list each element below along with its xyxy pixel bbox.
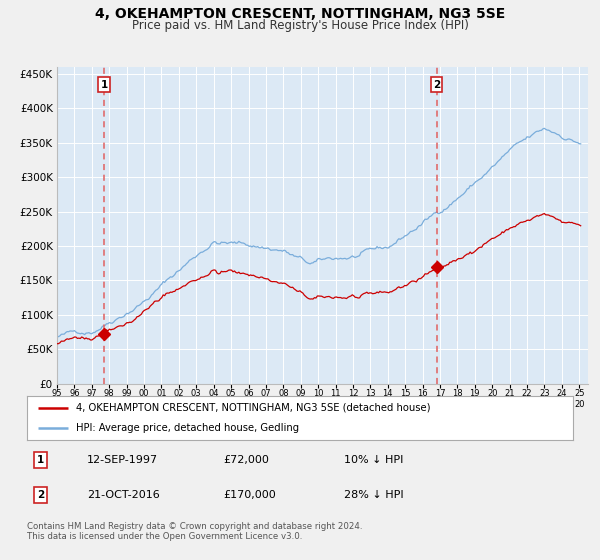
- Text: HPI: Average price, detached house, Gedling: HPI: Average price, detached house, Gedl…: [76, 423, 299, 433]
- Text: Contains HM Land Registry data © Crown copyright and database right 2024.
This d: Contains HM Land Registry data © Crown c…: [27, 522, 362, 542]
- Text: 4, OKEHAMPTON CRESCENT, NOTTINGHAM, NG3 5SE: 4, OKEHAMPTON CRESCENT, NOTTINGHAM, NG3 …: [95, 7, 505, 21]
- Text: 4, OKEHAMPTON CRESCENT, NOTTINGHAM, NG3 5SE (detached house): 4, OKEHAMPTON CRESCENT, NOTTINGHAM, NG3 …: [76, 403, 431, 413]
- Text: £72,000: £72,000: [224, 455, 269, 465]
- Text: Price paid vs. HM Land Registry's House Price Index (HPI): Price paid vs. HM Land Registry's House …: [131, 19, 469, 32]
- Text: £170,000: £170,000: [224, 491, 277, 500]
- Text: 21-OCT-2016: 21-OCT-2016: [87, 491, 160, 500]
- Text: 1: 1: [37, 455, 44, 465]
- Text: 10% ↓ HPI: 10% ↓ HPI: [344, 455, 403, 465]
- Text: 2: 2: [433, 80, 440, 90]
- Text: 1: 1: [101, 80, 108, 90]
- Text: 12-SEP-1997: 12-SEP-1997: [87, 455, 158, 465]
- Text: 28% ↓ HPI: 28% ↓ HPI: [344, 491, 403, 500]
- Text: 2: 2: [37, 491, 44, 500]
